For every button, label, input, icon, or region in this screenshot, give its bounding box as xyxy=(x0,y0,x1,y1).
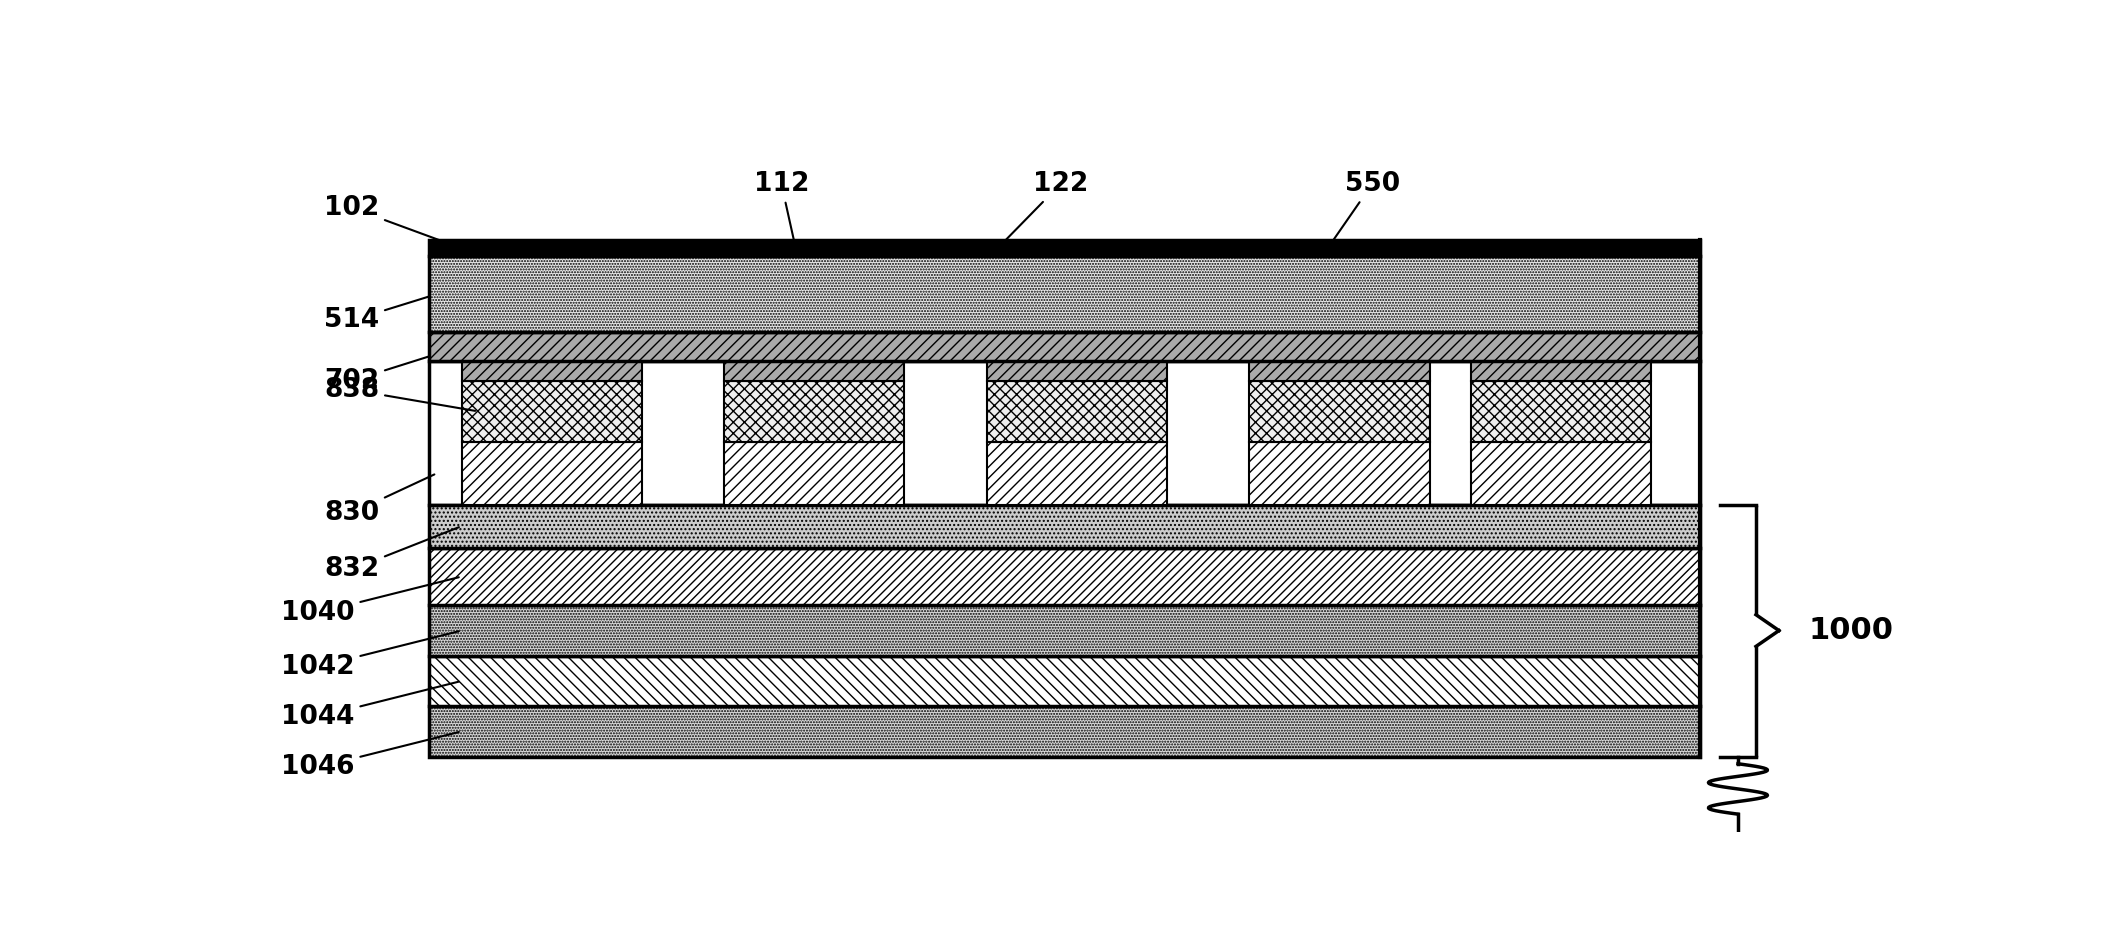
Bar xyxy=(724,442,904,505)
Bar xyxy=(428,332,1700,361)
Bar xyxy=(428,505,1700,548)
Text: 1046: 1046 xyxy=(282,732,459,781)
Bar xyxy=(428,361,1700,505)
Bar xyxy=(428,706,1700,756)
Bar xyxy=(724,361,904,381)
Bar xyxy=(462,442,641,505)
Text: 1040: 1040 xyxy=(282,577,459,626)
Bar xyxy=(428,655,1700,706)
Text: 102: 102 xyxy=(324,195,459,248)
Bar xyxy=(462,381,641,442)
Bar xyxy=(428,240,1700,256)
Bar xyxy=(987,442,1166,505)
Text: 1042: 1042 xyxy=(282,631,459,680)
Bar xyxy=(987,381,1166,442)
Bar xyxy=(428,605,1700,655)
Bar xyxy=(1249,381,1429,442)
Bar xyxy=(1249,442,1429,505)
Bar xyxy=(1471,361,1651,381)
Bar xyxy=(428,256,1700,332)
Text: 832: 832 xyxy=(324,527,459,583)
Text: 702: 702 xyxy=(324,347,459,394)
Bar xyxy=(987,361,1166,381)
Bar xyxy=(428,548,1700,605)
Text: 830: 830 xyxy=(324,474,434,525)
Text: 1000: 1000 xyxy=(1808,616,1893,645)
Bar xyxy=(462,361,641,381)
Bar xyxy=(1249,361,1429,381)
Bar xyxy=(1471,442,1651,505)
Text: 1044: 1044 xyxy=(282,682,459,730)
Bar xyxy=(724,381,904,442)
Text: 122: 122 xyxy=(948,171,1088,299)
Text: 550: 550 xyxy=(1308,171,1399,277)
Bar xyxy=(1471,381,1651,442)
Text: 514: 514 xyxy=(324,287,459,334)
Text: 112: 112 xyxy=(754,171,813,329)
Text: 838: 838 xyxy=(324,377,474,410)
